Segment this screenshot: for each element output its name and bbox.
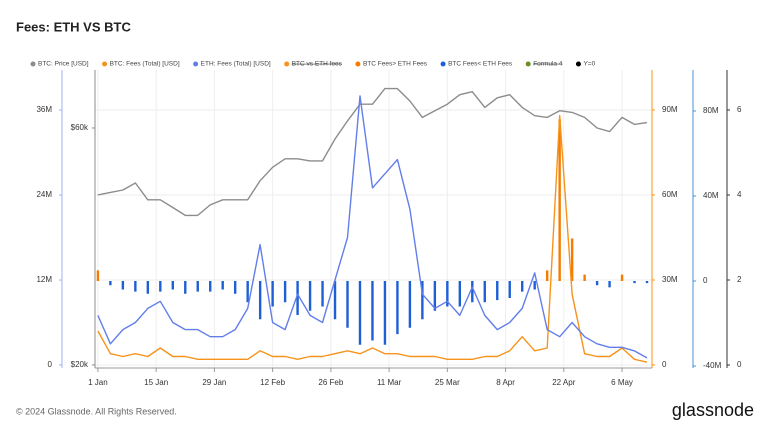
- y-tick-label: 40M: [703, 191, 719, 200]
- bar: [645, 280, 649, 284]
- bar: [196, 280, 199, 292]
- bar: [333, 280, 337, 320]
- legend-marker: [575, 61, 581, 67]
- bar: [271, 280, 274, 307]
- y-tick-label: 4: [737, 190, 742, 199]
- bar: [533, 280, 536, 290]
- y-tick-label: 6: [737, 105, 742, 114]
- bar: [583, 274, 586, 281]
- y-tick-label: 80M: [703, 106, 719, 115]
- bar: [308, 280, 312, 311]
- legend-marker: [355, 61, 361, 67]
- bar: [483, 280, 486, 303]
- bar: [458, 280, 462, 307]
- y-tick-label: 90M: [662, 105, 678, 114]
- y-tick-label: -40M: [703, 361, 722, 370]
- y-tick-label: 0: [662, 360, 667, 369]
- line: [97, 87, 648, 217]
- chart-title: Fees: ETH VS BTC: [16, 19, 131, 34]
- bar: [121, 280, 125, 290]
- legend-marker: [193, 61, 199, 67]
- copyright: © 2024 Glassnode. All Rights Reserved.: [16, 406, 177, 416]
- bar: [134, 280, 137, 292]
- bar: [221, 280, 224, 290]
- bar: [570, 238, 574, 281]
- legend-label: BTC: Fees (Total) [USD]: [110, 61, 180, 68]
- y-tick-label: 24M: [36, 190, 52, 199]
- legend-marker: [440, 61, 446, 67]
- y-tick-label: 12M: [36, 275, 52, 284]
- bar: [96, 270, 100, 281]
- bar: [109, 280, 112, 286]
- legend-label: BTC Fees< ETH Fees: [448, 61, 513, 68]
- bar: [321, 280, 324, 307]
- x-tick-label: 12 Feb: [260, 378, 285, 387]
- bar: [608, 280, 611, 288]
- bar: [383, 280, 387, 345]
- y-tick-label: 60M: [662, 190, 678, 199]
- y-tick-label: 36M: [36, 105, 52, 114]
- bar: [620, 274, 624, 281]
- bar: [184, 280, 187, 294]
- legend-marker: [525, 61, 531, 67]
- bar: [246, 280, 249, 303]
- legend-marker: [30, 61, 36, 67]
- legend-label: BTC Fees> ETH Fees: [363, 61, 428, 68]
- bar: [396, 280, 399, 335]
- line: [97, 95, 648, 359]
- y-tick-label: 0: [703, 276, 708, 285]
- bar: [159, 280, 162, 292]
- legend-label: BTC vs ETH fees: [292, 61, 343, 68]
- bar: [209, 280, 212, 292]
- logo: glassnode: [672, 400, 754, 420]
- bar: [508, 280, 511, 298]
- legend-label: Y=0: [583, 61, 595, 68]
- y-tick-label: 2: [737, 275, 742, 284]
- y-tick-label: $60k: [71, 123, 89, 132]
- bar: [171, 280, 174, 290]
- bar: [258, 280, 262, 320]
- bar: [346, 280, 349, 328]
- x-tick-label: 6 May: [611, 378, 633, 387]
- bar: [283, 280, 287, 303]
- bar: [421, 280, 424, 320]
- bar: [558, 119, 561, 281]
- x-tick-label: 8 Apr: [496, 378, 515, 387]
- bar: [446, 280, 449, 307]
- legend-label: Formula 4: [533, 61, 563, 68]
- bar: [595, 280, 599, 286]
- bar: [233, 280, 237, 294]
- bar: [358, 280, 362, 345]
- legend-marker: [284, 61, 290, 67]
- x-tick-label: 15 Jan: [144, 378, 168, 387]
- y-tick-label: 30M: [662, 275, 678, 284]
- legend-marker: [102, 61, 108, 67]
- x-tick-label: 26 Feb: [318, 378, 343, 387]
- bar: [471, 280, 474, 303]
- bar: [371, 280, 374, 341]
- bar: [146, 280, 150, 294]
- bar: [521, 280, 524, 292]
- bar: [296, 280, 299, 316]
- legend-label: BTC: Price [USD]: [38, 61, 89, 68]
- x-tick-label: 25 Mar: [435, 378, 460, 387]
- x-tick-label: 22 Apr: [552, 378, 575, 387]
- y-tick-label: $20k: [71, 360, 89, 369]
- x-tick-label: 11 Mar: [377, 378, 402, 387]
- bar: [408, 280, 412, 328]
- x-tick-label: 1 Jan: [88, 378, 108, 387]
- bar: [496, 280, 499, 301]
- y-tick-label: 0: [48, 360, 53, 369]
- legend-label: ETH: Fees (Total) [USD]: [201, 61, 271, 68]
- bar: [545, 270, 549, 281]
- y-tick-label: 0: [737, 360, 742, 369]
- line: [97, 114, 648, 363]
- bar: [433, 280, 437, 311]
- x-tick-label: 29 Jan: [202, 378, 226, 387]
- bar: [633, 280, 636, 284]
